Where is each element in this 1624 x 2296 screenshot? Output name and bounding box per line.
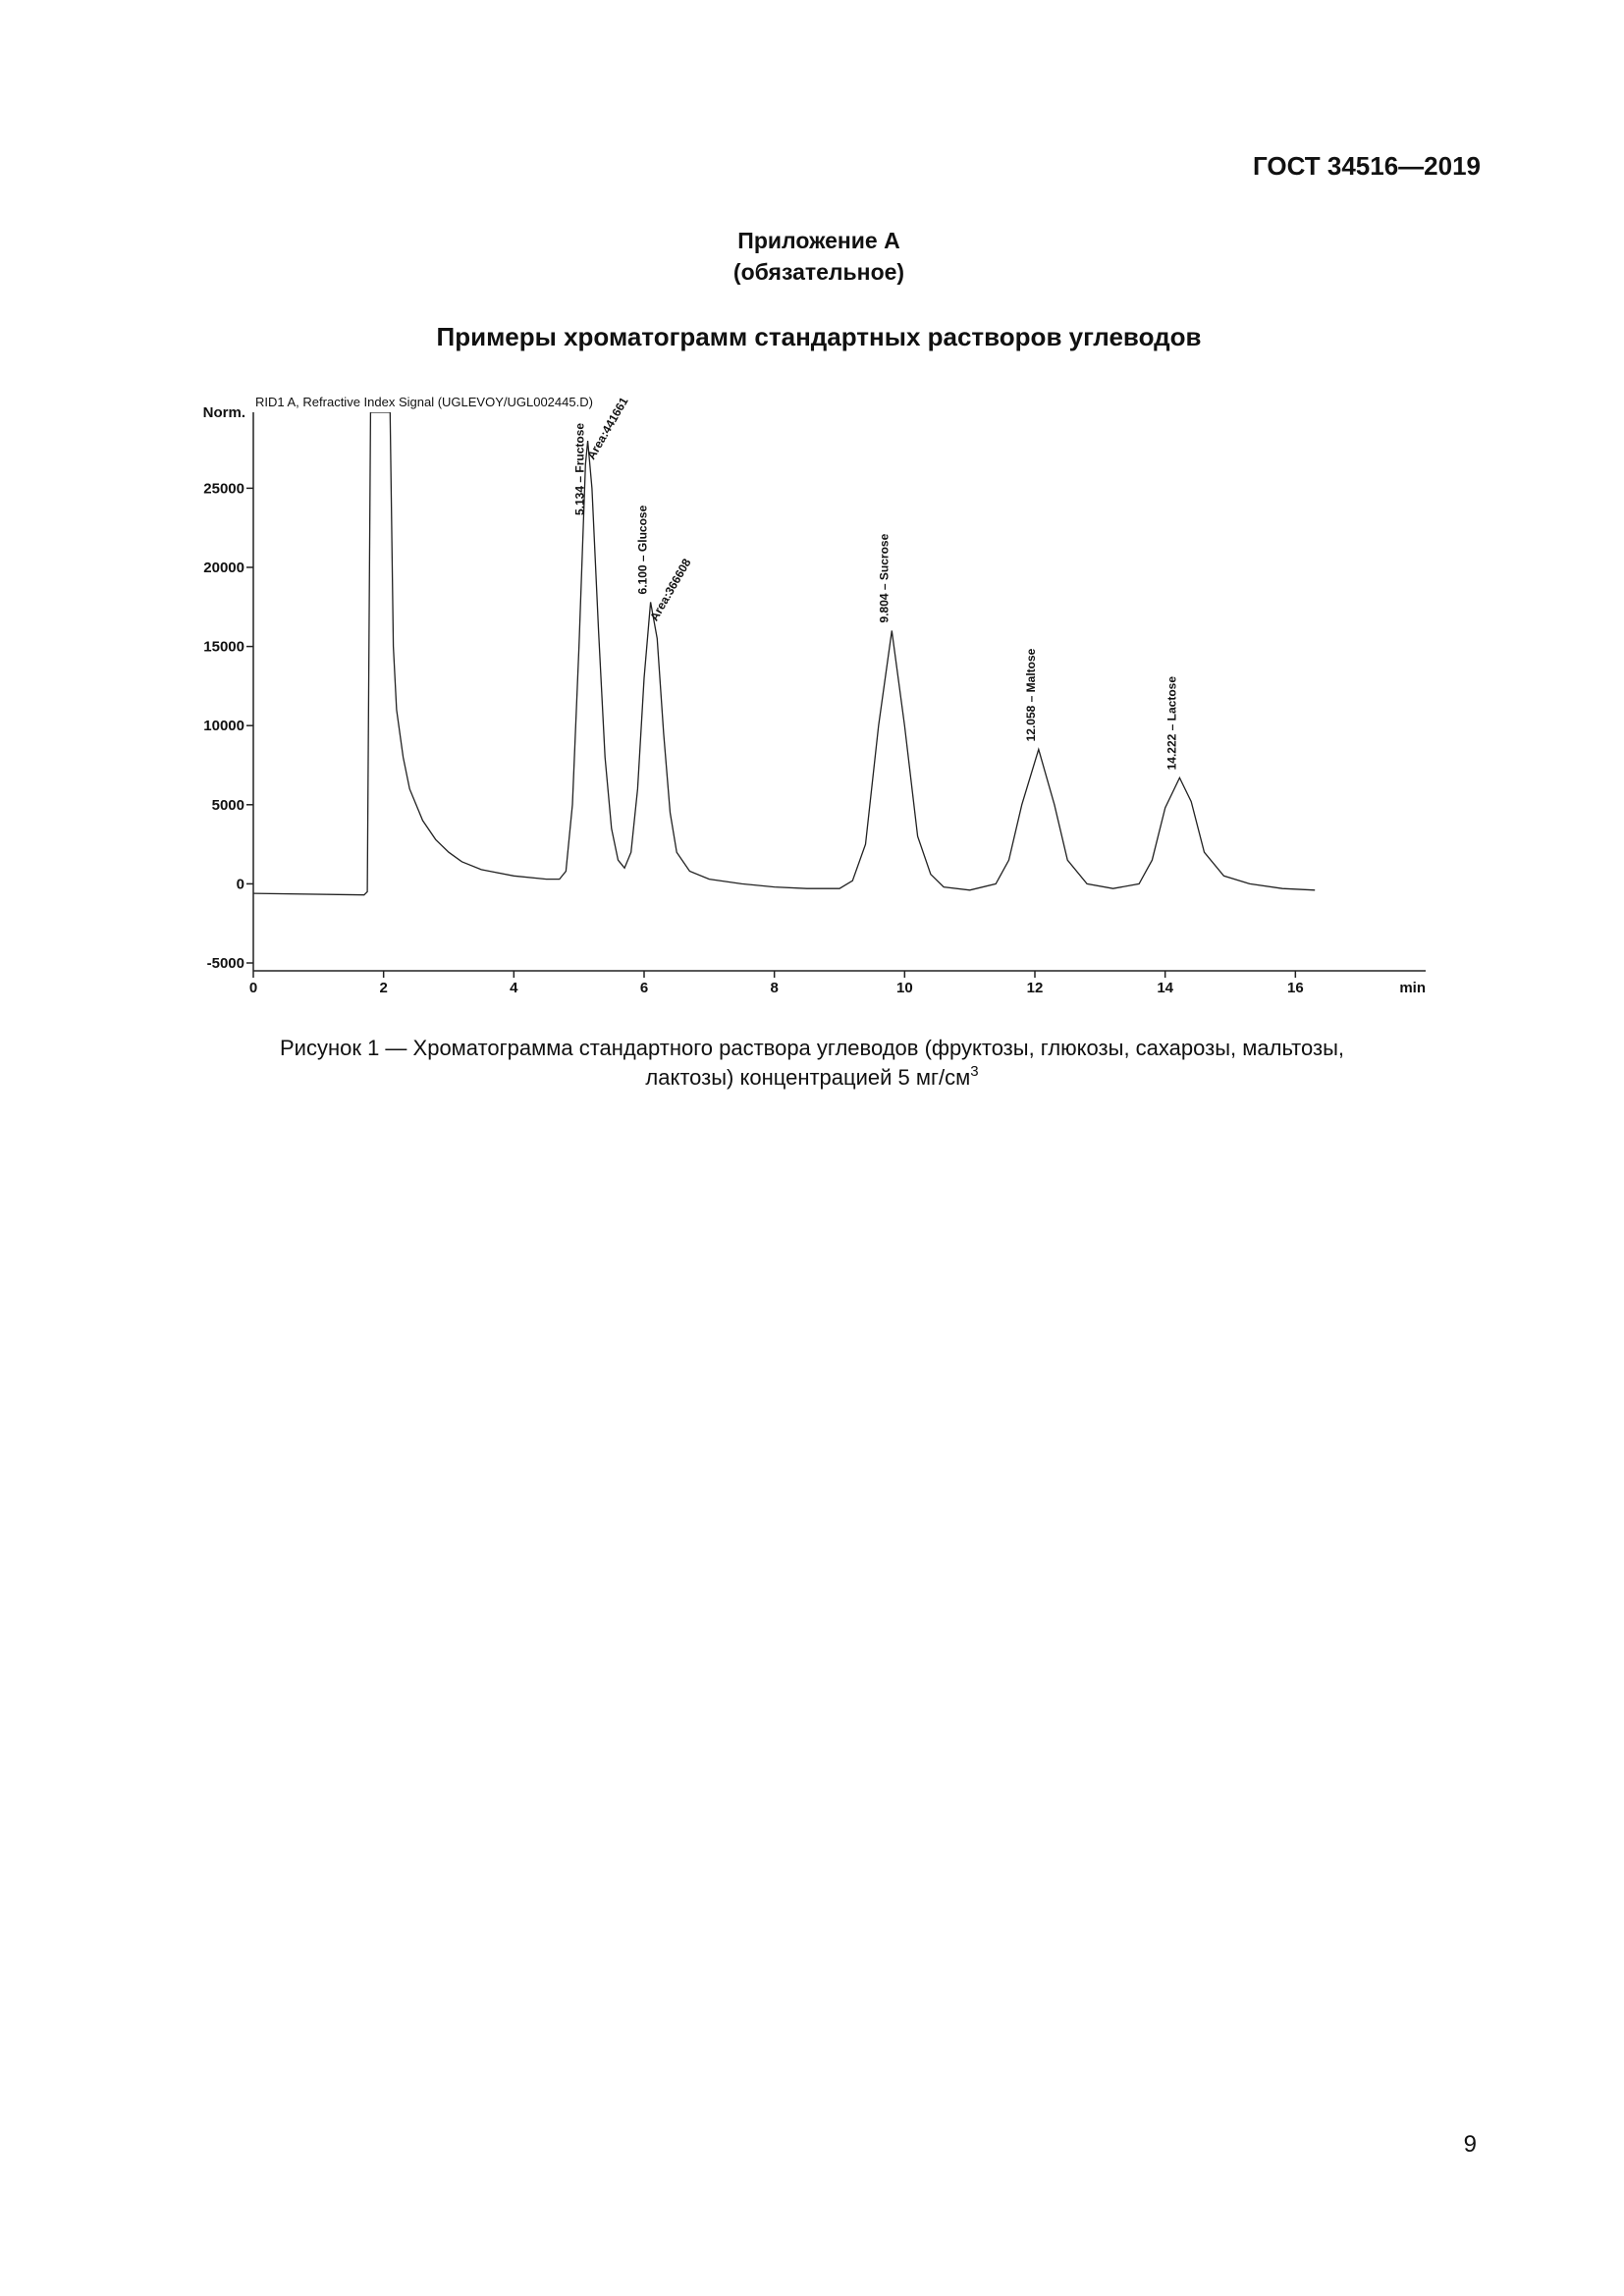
peak-label: 6.100 – Glucose [636,505,650,594]
chart: RID1 A, Refractive Index Signal (UGLEVOY… [203,395,1426,996]
chart-title: RID1 A, Refractive Index Signal (UGLEVOY… [255,395,593,409]
y-tick-label: 5000 [212,797,244,814]
x-tick-label: 14 [1157,980,1173,996]
caption-line: Рисунок 1 — Хроматограмма стандартного р… [280,1036,1344,1060]
x-tick-label: 6 [640,980,648,996]
appendix-status: (обязательное) [733,259,904,285]
y-tick-label: 20000 [203,560,244,576]
x-tick-label: 2 [379,980,387,996]
x-tick-label: 12 [1027,980,1044,996]
y-tick-label: 10000 [203,718,244,734]
x-tick-label: 4 [510,980,518,996]
trace [253,412,1316,896]
y-tick-label: 15000 [203,639,244,656]
caption-superscript: 3 [970,1063,978,1080]
y-tick-label: -5000 [207,955,244,972]
caption-line: лактозы) концентрацией 5 мг/см3 [645,1063,978,1090]
y-tick-label: 0 [237,876,244,892]
peak-area: Area:366608 [647,556,694,623]
x-axis-label: min [1399,980,1426,996]
y-axis-label: Norm. [203,404,245,421]
peak-label: 5.134 – Fructose [573,423,587,515]
y-tick-label: 25000 [203,480,244,497]
x-tick-label: 16 [1287,980,1304,996]
appendix: Приложение А [737,228,899,253]
peak-label: 9.804 – Sucrose [877,533,891,622]
standard-id: ГОСТ 34516—2019 [1253,151,1481,181]
peak-label: 12.058 – Maltose [1024,648,1038,741]
peak-label: 14.222 – Lactose [1164,676,1178,771]
appendix-title: Примеры хроматограмм стандартных раствор… [437,322,1202,351]
page-number: 9 [1464,2131,1477,2158]
caption-text: лактозы) концентрацией 5 мг/см [645,1065,970,1090]
x-tick-label: 0 [249,980,257,996]
x-tick-label: 8 [770,980,778,996]
x-tick-label: 10 [896,980,913,996]
